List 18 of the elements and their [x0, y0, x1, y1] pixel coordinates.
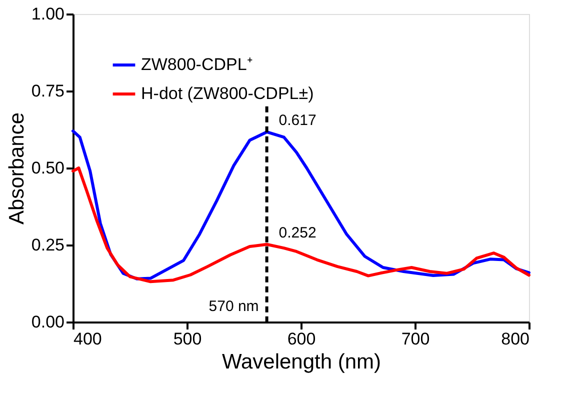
y-tick-label: 0.00 [31, 312, 64, 332]
y-axis-title: Absorbance [5, 112, 28, 225]
legend-label: H-dot (ZW800-CDPL±) [141, 84, 314, 103]
x-tick-label: 400 [74, 330, 102, 348]
x-tick-label: 700 [401, 330, 430, 348]
x-tick-label: 500 [173, 330, 202, 348]
y-tick-label: 0.25 [31, 236, 64, 254]
y-tick-label: 1.00 [31, 4, 64, 24]
y-tick-label: 0.50 [31, 158, 64, 178]
x-axis-title: Wavelength (nm) [222, 350, 382, 374]
y-tick-label: 0.75 [31, 82, 64, 100]
ref-line-label: 570 nm [208, 298, 259, 315]
legend-label: ZW800-CDPL⁺ [141, 55, 253, 74]
line-series [72, 166, 530, 284]
annotation: 0.252 [278, 224, 316, 242]
x-tick-label: 800 [501, 330, 530, 348]
annotation: 0.617 [278, 112, 316, 129]
x-tick-label: 600 [287, 330, 316, 348]
